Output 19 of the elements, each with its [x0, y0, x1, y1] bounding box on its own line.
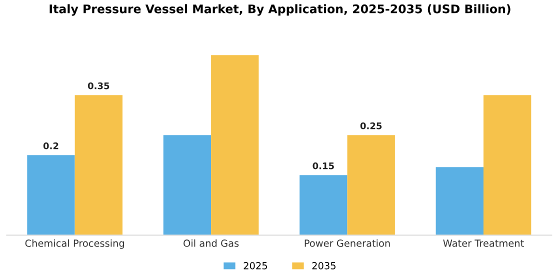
legend-label: 2035 — [312, 262, 336, 270]
legend-label: 2025 — [244, 262, 267, 270]
bar — [347, 135, 395, 236]
chart-title: Italy Pressure Vessel Market, By Application, 2025-2035 (USD Billion) — [50, 4, 510, 16]
data-label: 0.2 — [43, 142, 58, 150]
data-label: 0.15 — [312, 162, 334, 170]
bar — [483, 95, 532, 236]
x-tick-label: Power Generation — [304, 239, 390, 247]
bar — [163, 135, 212, 236]
bar — [27, 155, 75, 236]
x-tick-label: Chemical Processing — [25, 239, 124, 249]
x-tick-label: Oil and Gas — [184, 239, 239, 247]
bar — [436, 167, 484, 236]
x-tick-label: Water Treatment — [443, 240, 524, 247]
bar — [74, 95, 123, 236]
data-label: 0.35 — [88, 82, 110, 90]
bar — [300, 175, 348, 236]
bar — [211, 55, 259, 236]
data-label: 0.25 — [360, 122, 382, 130]
